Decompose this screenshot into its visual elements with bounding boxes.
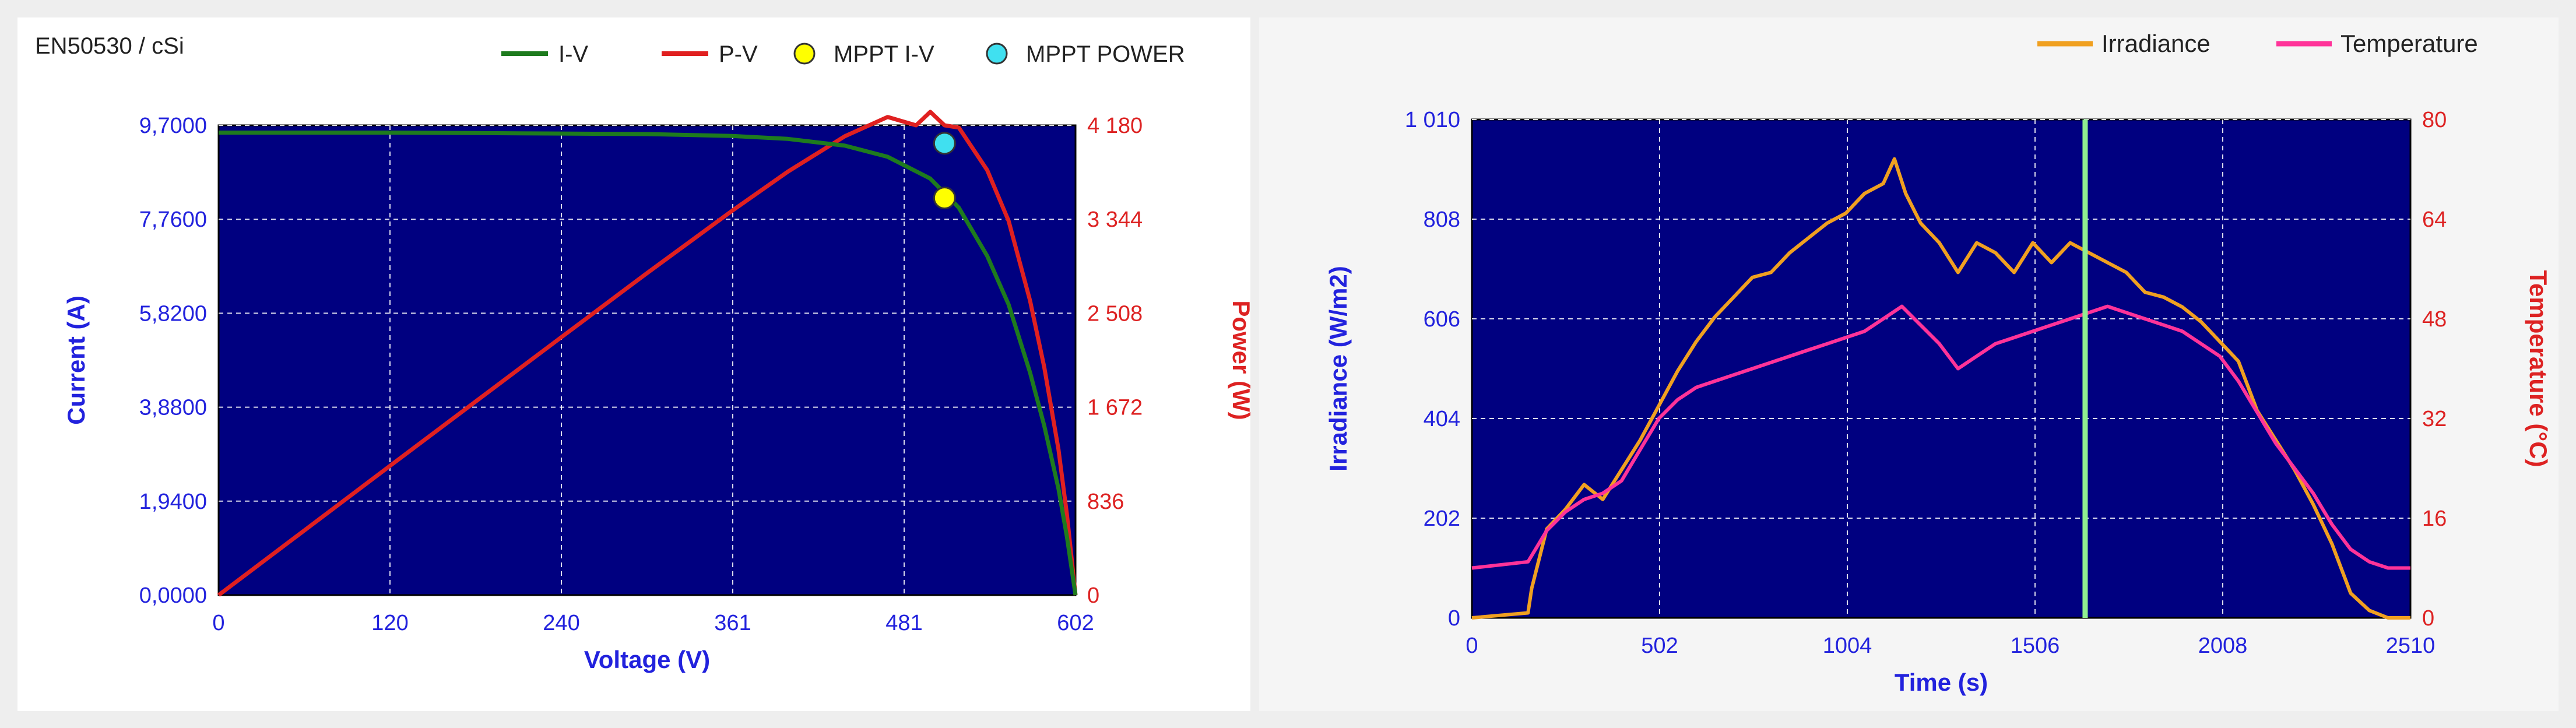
y2-axis-label: Temperature (°C) (2525, 270, 2552, 467)
x-tick-label: 2510 (2386, 634, 2436, 658)
y-tick-label: 606 (1424, 307, 1460, 332)
y-tick-label: 404 (1424, 407, 1460, 431)
legend-swatch-mppt-i-v (793, 43, 816, 65)
series-line-irradiance (1471, 157, 2410, 620)
y-axis-label: Current (A) (62, 296, 90, 425)
legend-label-temperature: Temperature (2340, 30, 2478, 57)
y2-tick-label: 48 (2422, 307, 2447, 332)
y2-tick-label: 3 344 (1087, 208, 1143, 232)
y-tick-label: 1 010 (1405, 108, 1460, 132)
x-tick-label: 120 (371, 611, 408, 635)
x-tick-label: 481 (885, 611, 922, 635)
y2-tick-label: 64 (2422, 208, 2447, 232)
legend-label-irradiance: Irradiance (2101, 30, 2210, 57)
y2-tick-label: 836 (1087, 490, 1124, 514)
legend-label-i-v: I-V (558, 41, 588, 67)
x-tick-label: 0 (212, 611, 224, 635)
x-axis-label: Time (s) (1895, 669, 1988, 696)
x-tick-label: 602 (1057, 611, 1094, 635)
series-line-temperature (1471, 304, 2410, 570)
x-tick-label: 1004 (1823, 634, 1872, 658)
y2-tick-label: 32 (2422, 407, 2447, 431)
series-line-i-v (219, 131, 1078, 596)
y2-tick-label: 0 (2422, 606, 2434, 631)
legend-swatch-mppt-power (986, 43, 1008, 65)
x-tick-label: 0 (1466, 634, 1478, 658)
y-tick-label: 808 (1424, 208, 1460, 232)
legend-label-p-v: P-V (719, 41, 758, 67)
y2-tick-label: 80 (2422, 108, 2447, 132)
y-tick-label: 7,7600 (139, 208, 207, 232)
y-tick-label: 1,9400 (139, 490, 207, 514)
series-point-mppt-power (933, 132, 956, 155)
y2-tick-label: 16 (2422, 507, 2447, 531)
x-axis-label: Voltage (V) (584, 646, 710, 673)
y2-tick-label: 0 (1087, 583, 1099, 608)
y-tick-label: 0 (1448, 606, 1460, 631)
y-tick-label: 0,0000 (139, 583, 207, 608)
x-tick-label: 1506 (2011, 634, 2060, 658)
series-line-p-v (217, 110, 1078, 597)
plot-area (1471, 118, 2412, 619)
y2-tick-label: 4 180 (1087, 114, 1143, 138)
legend-label-mppt-power: MPPT POWER (1026, 41, 1185, 67)
chart-title: EN50530 / cSi (35, 33, 184, 59)
x-tick-label: 502 (1641, 634, 1678, 658)
plot-area (217, 124, 1077, 596)
y-tick-label: 5,8200 (139, 301, 207, 326)
y2-axis-label: Power (W) (1228, 300, 1250, 420)
x-tick-label: 240 (543, 611, 579, 635)
y-tick-label: 9,7000 (139, 114, 207, 138)
x-tick-label: 2008 (2198, 634, 2248, 658)
series-point-mppt-i-v (933, 187, 956, 210)
y-tick-label: 202 (1424, 507, 1460, 531)
y-axis-label: Irradiance (W/m2) (1324, 266, 1352, 471)
x-tick-label: 361 (714, 611, 751, 635)
legend-label-mppt-i-v: MPPT I-V (834, 41, 934, 67)
irradiance-temperature-chart-panel: 0 502 1004 1506 2008 2510 0 0 202 16 404 32 606 48 808… (1259, 17, 2559, 711)
y2-tick-label: 2 508 (1087, 301, 1143, 326)
y-tick-label: 3,8800 (139, 396, 207, 420)
y2-tick-label: 1 672 (1087, 396, 1143, 420)
iv-pv-chart-panel: EN50530 / cSi 0 120 240 361 481 602 0,0000 0 1,94… (17, 17, 1250, 711)
